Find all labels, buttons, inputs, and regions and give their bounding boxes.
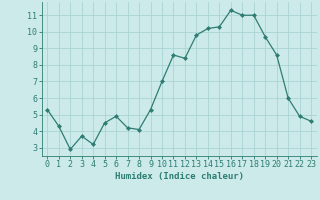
X-axis label: Humidex (Indice chaleur): Humidex (Indice chaleur) bbox=[115, 172, 244, 181]
